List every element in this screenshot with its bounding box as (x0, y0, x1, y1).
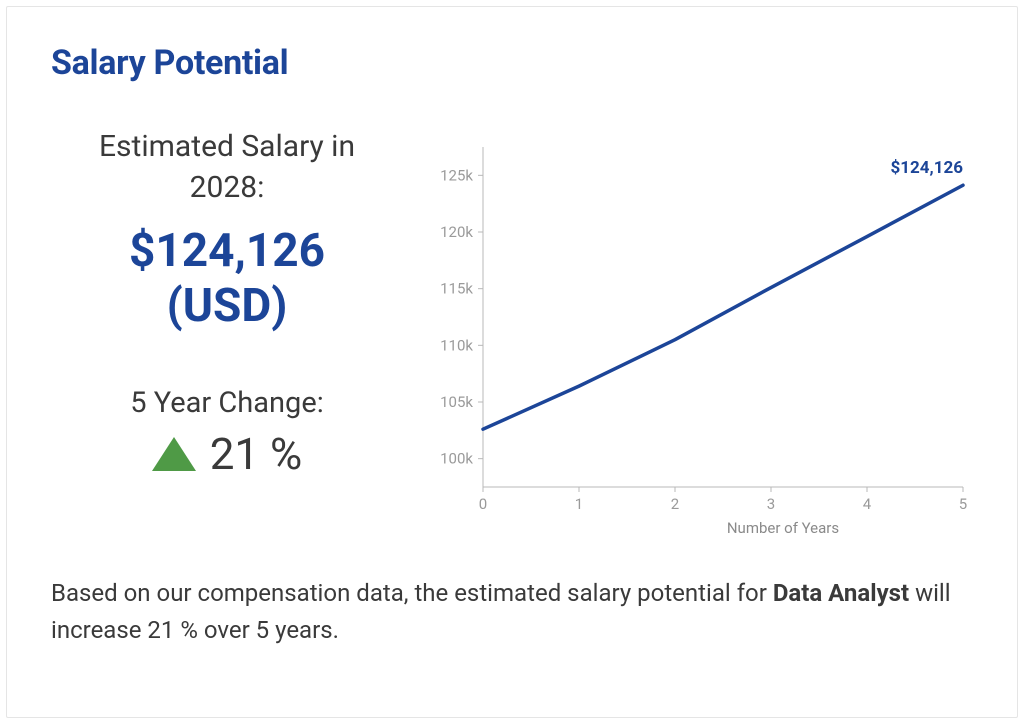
five-year-change-value-row: 21 % (152, 428, 303, 480)
svg-text:1: 1 (575, 495, 583, 513)
five-year-change-label: 5 Year Change: (130, 386, 323, 420)
est-label-line1: Estimated Salary in (99, 129, 355, 164)
trend-up-icon (152, 437, 196, 471)
svg-text:120k: 120k (440, 223, 473, 241)
salary-chart: 100k 105k 110k 115k 120k 125k 0 1 2 3 4 5 Number of … (413, 127, 973, 547)
est-value-currency: (USD) (167, 279, 288, 333)
svg-text:125k: 125k (440, 166, 473, 184)
svg-text:2: 2 (671, 495, 679, 513)
footer-text-before: Based on our compensation data, the esti… (51, 579, 773, 607)
svg-text:5: 5 (959, 495, 967, 513)
estimated-salary-value: $124,126 (USD) (129, 224, 325, 334)
svg-text:115k: 115k (440, 280, 473, 298)
stats-column: Estimated Salary in 2028: $124,126 (USD)… (51, 127, 403, 480)
footer-description: Based on our compensation data, the esti… (51, 575, 973, 649)
est-label-line2: 2028: (190, 170, 265, 205)
svg-text:Number of Years: Number of Years (727, 519, 839, 537)
estimated-salary-label: Estimated Salary in 2028: (99, 127, 355, 208)
footer-text-bold: Data Analyst (773, 579, 909, 607)
salary-line-chart-svg: 100k 105k 110k 115k 120k 125k 0 1 2 3 4 5 Number of … (413, 127, 973, 547)
page-title: Salary Potential (51, 43, 973, 83)
svg-text:110k: 110k (440, 336, 473, 354)
svg-text:3: 3 (767, 495, 775, 513)
svg-text:0: 0 (479, 495, 487, 513)
est-value-amount: $124,126 (129, 224, 325, 278)
svg-text:4: 4 (863, 495, 872, 513)
svg-text:$124,126: $124,126 (891, 158, 964, 178)
content-row: Estimated Salary in 2028: $124,126 (USD)… (51, 127, 973, 547)
salary-potential-card: Salary Potential Estimated Salary in 202… (6, 6, 1018, 718)
svg-text:105k: 105k (440, 393, 473, 411)
svg-text:100k: 100k (440, 450, 473, 468)
five-year-change-value: 21 % (210, 428, 303, 480)
